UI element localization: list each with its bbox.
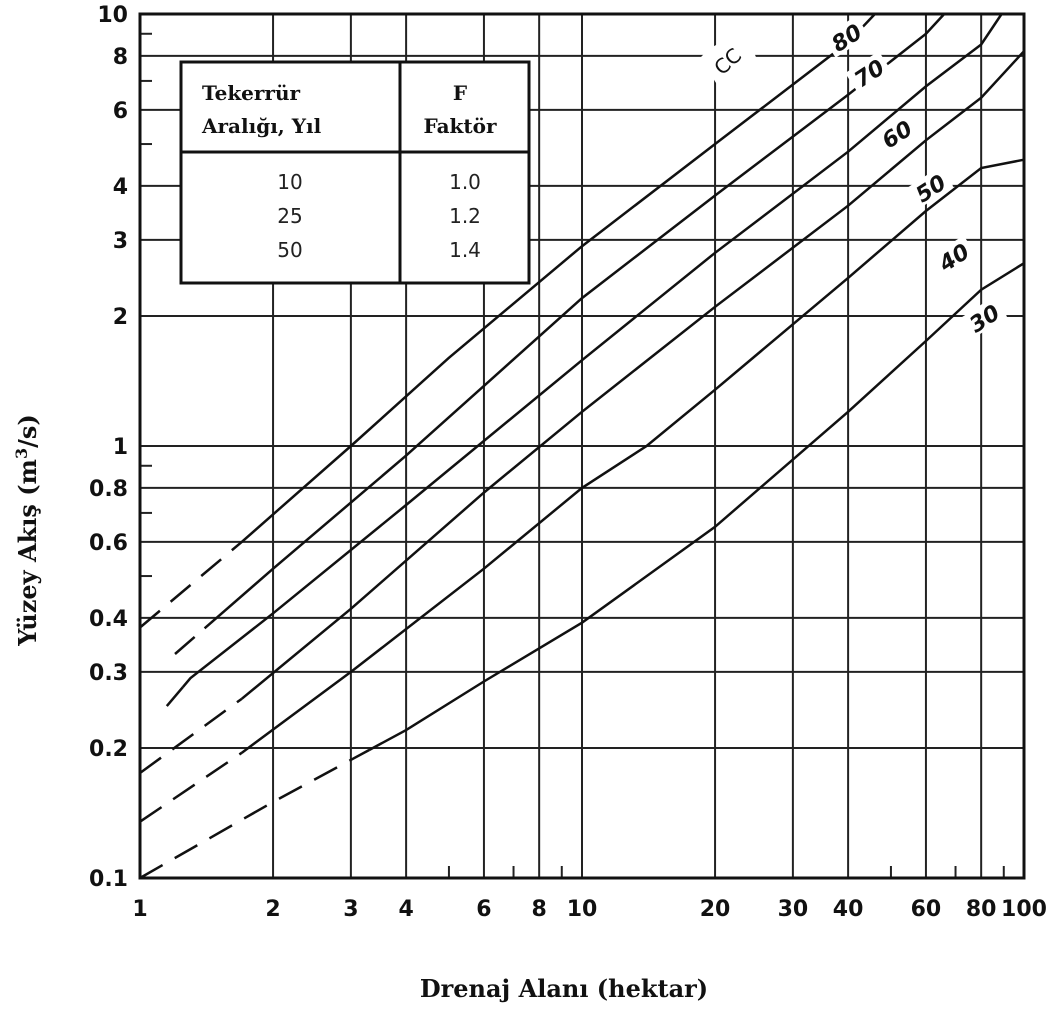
- cc-curve-40-extrapolated: [139, 751, 243, 823]
- y-tick-label: 0.2: [89, 737, 128, 762]
- x-tick-label: 40: [833, 897, 864, 922]
- x-tick-labels: 1 2 3 4 6 8 10 20 30 40 60 80 100: [132, 897, 1047, 922]
- curve-label-backdrop: [822, 15, 870, 58]
- y-tick-label: 0.1: [89, 867, 128, 892]
- x-axis-title: Drenaj Alanı (hektar): [420, 974, 708, 1003]
- y-tick-label: 2: [113, 305, 128, 330]
- cc-curve-70: [203, 13, 946, 630]
- x-tick-label: 6: [476, 897, 491, 922]
- y-tick-label: 6: [113, 99, 128, 124]
- cc-curve-50: [241, 50, 1025, 700]
- y-axis-title: Yüzey Akış (m3/s): [12, 414, 42, 646]
- curve-label-backdrop: [960, 296, 1008, 339]
- y-tick-label: 1: [113, 435, 128, 460]
- cc-curve-30: [368, 262, 1025, 752]
- cc-curves: [139, 13, 1025, 880]
- x-tick-label: 8: [532, 897, 547, 922]
- x-tick-label: 1: [132, 897, 147, 922]
- curve-label-backdrop: [873, 112, 920, 155]
- cc-curve-80-extrapolated: [139, 540, 243, 629]
- y-tick-label: 3: [113, 229, 128, 254]
- cc-curve-60-extrapolated: [165, 686, 184, 707]
- y-tick-label: 0.8: [89, 477, 128, 502]
- curve-label-backdrop: [930, 235, 977, 278]
- cc-curve-70-extrapolated: [174, 627, 206, 655]
- x-tick-label: 20: [700, 897, 731, 922]
- y-tick-labels: 0.1 0.2 0.3 0.4 0.6 0.8 1 2 3 4 6 8 10: [89, 3, 128, 892]
- curve-label-backdrop: [845, 51, 892, 94]
- x-tick-label: 4: [398, 897, 413, 922]
- y-tick-label: 0.4: [89, 607, 128, 632]
- cc-curve-50-extrapolated: [139, 697, 243, 775]
- table-cell-period: 50: [277, 238, 302, 262]
- x-tick-label: 10: [567, 897, 598, 922]
- y-tick-label: 0.6: [89, 531, 128, 556]
- y-tick-label: 10: [97, 3, 128, 28]
- cc-label-backdrop: [700, 37, 758, 86]
- cc-curve-40: [241, 158, 1025, 754]
- table-header-period-2: Aralığı, Yıl: [201, 114, 322, 138]
- y-axis-title-main: Yüzey Akış (m: [13, 459, 42, 647]
- minor-ticks: [140, 32, 1005, 878]
- y-tick-label: 4: [113, 175, 128, 200]
- table-header-factor-2: Faktör: [423, 114, 497, 138]
- x-tick-label: 80: [966, 897, 997, 922]
- x-tick-label: 3: [343, 897, 358, 922]
- x-tick-label: 100: [1001, 897, 1047, 922]
- table-header-factor: F: [453, 81, 467, 105]
- y-axis-title-sup: 3: [12, 448, 31, 459]
- x-tick-label: 30: [778, 897, 809, 922]
- table-cell-factor: 1.0: [449, 170, 481, 194]
- table-cell-period: 10: [277, 170, 302, 194]
- x-tick-label: 2: [265, 897, 280, 922]
- table-header-period: Tekerrür: [202, 81, 301, 105]
- f-factor-table: Tekerrür Aralığı, Yıl F Faktör 10 1.0 25 1.…: [179, 60, 531, 285]
- table-frame: [179, 60, 531, 285]
- x-tick-label: 60: [911, 897, 942, 922]
- table-cell-factor: 1.4: [449, 238, 481, 262]
- curve-label-backdrop: [906, 166, 954, 209]
- cc-curve-30-extrapolated: [139, 748, 370, 880]
- plot-frame: [138, 12, 1026, 880]
- cc-curve-60: [181, 13, 1003, 689]
- y-tick-label: 0.3: [89, 661, 128, 686]
- table-body: 10 1.0 25 1.2 50 1.4: [277, 170, 481, 262]
- y-tick-label: 8: [113, 45, 128, 70]
- table-cell-factor: 1.2: [449, 204, 481, 228]
- y-axis-title-tail: /s): [13, 414, 42, 448]
- table-cell-period: 25: [277, 204, 302, 228]
